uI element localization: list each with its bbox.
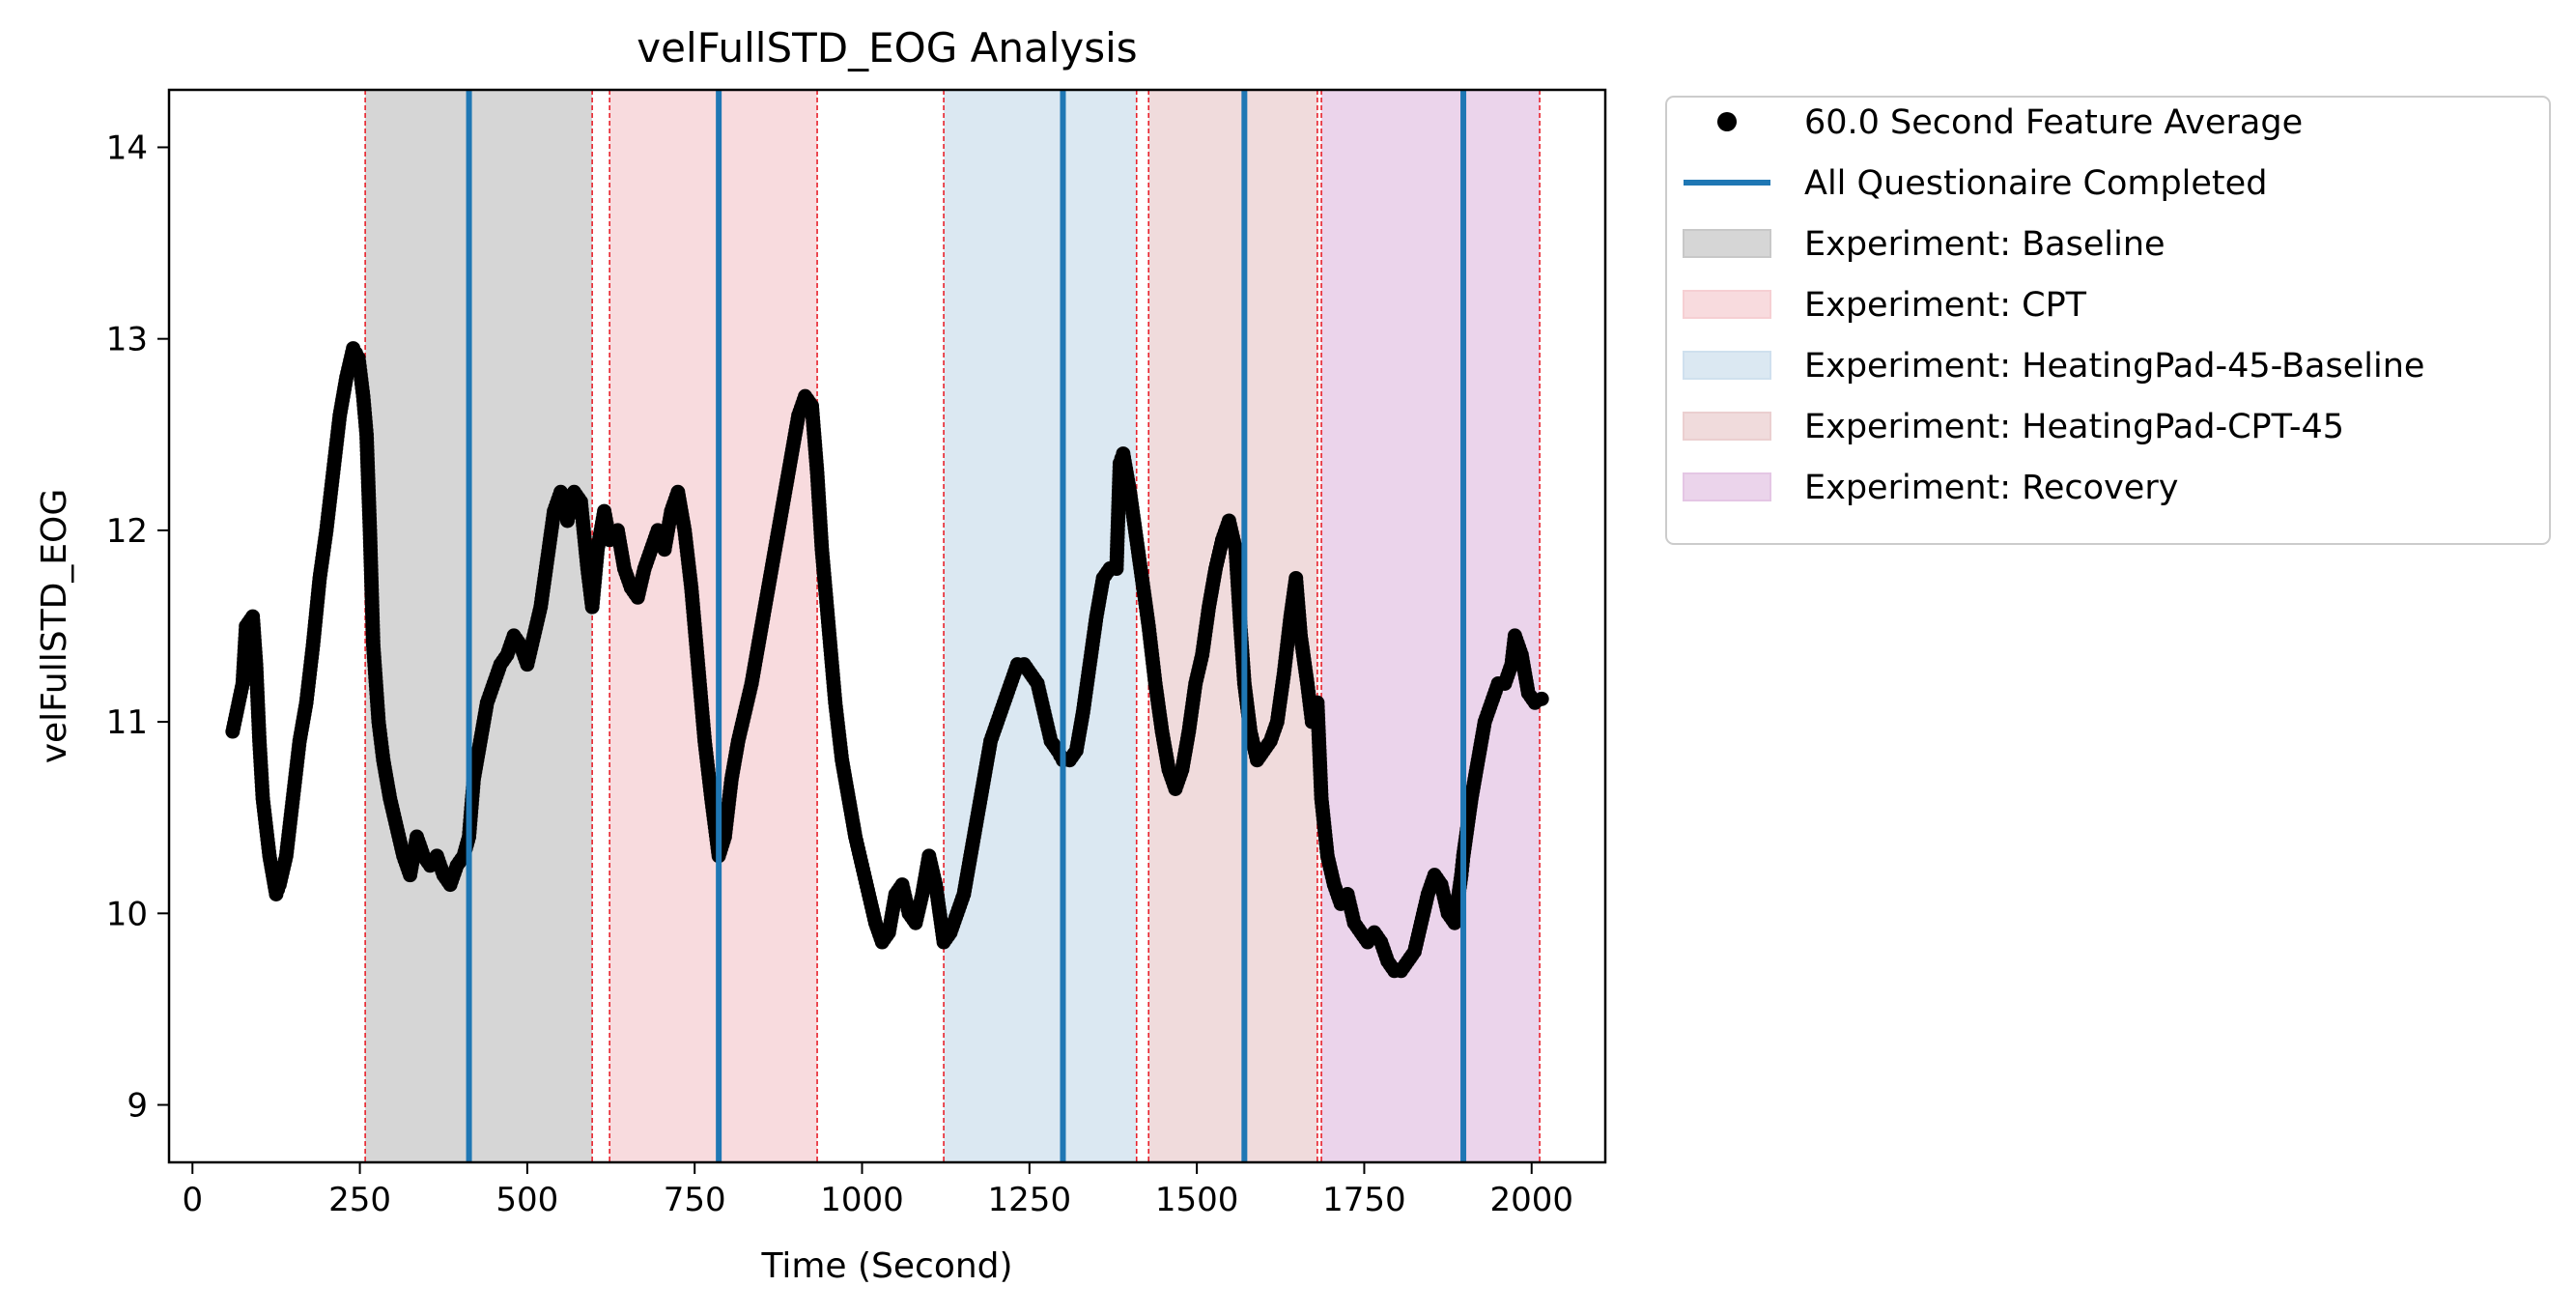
data-point bbox=[1534, 691, 1549, 706]
feature-average-points bbox=[225, 341, 1549, 979]
legend-patch-marker bbox=[1683, 472, 1771, 501]
legend-patch-marker bbox=[1683, 290, 1771, 319]
legend-patch-marker bbox=[1683, 229, 1771, 258]
x-tick-label: 750 bbox=[664, 1181, 726, 1219]
legend: 60.0 Second Feature Average All Questiona… bbox=[1665, 96, 2551, 545]
x-tick-label: 1500 bbox=[1155, 1181, 1239, 1219]
x-tick-label: 1000 bbox=[820, 1181, 904, 1219]
legend-label: Experiment: CPT bbox=[1804, 286, 2087, 325]
legend-patch-marker bbox=[1683, 351, 1771, 380]
y-axis-ticks: 9 10 11 12 13 14 bbox=[106, 129, 169, 1126]
experiment-region bbox=[1321, 90, 1541, 1162]
legend-label: All Questionaire Completed bbox=[1804, 164, 2267, 203]
x-tick-label: 1250 bbox=[988, 1181, 1072, 1219]
y-tick-label: 9 bbox=[127, 1087, 148, 1126]
x-tick-label: 250 bbox=[328, 1181, 391, 1219]
questionnaire-completed-lines bbox=[466, 90, 1467, 1162]
y-tick-label: 12 bbox=[106, 512, 148, 551]
experiment-regions bbox=[365, 90, 1541, 1162]
x-tick-label: 500 bbox=[495, 1181, 558, 1219]
x-axis-ticks: 0 250 500 750 1000 1250 1500 1750 2000 bbox=[182, 1162, 1573, 1219]
legend-label: Experiment: HeatingPad-45-Baseline bbox=[1804, 347, 2424, 386]
legend-box bbox=[1665, 96, 2551, 545]
plot-frame bbox=[167, 88, 1607, 1164]
legend-label: Experiment: HeatingPad-CPT-45 bbox=[1804, 408, 2344, 446]
chart-title: velFullSTD_EOG Analysis bbox=[637, 24, 1137, 71]
y-tick-label: 13 bbox=[106, 321, 148, 359]
experiment-region bbox=[609, 90, 818, 1162]
legend-label: Experiment: Recovery bbox=[1804, 469, 2178, 507]
legend-label: Experiment: Baseline bbox=[1804, 225, 2166, 264]
experiment-region bbox=[944, 90, 1137, 1162]
y-tick-label: 11 bbox=[106, 703, 148, 742]
legend-label: 60.0 Second Feature Average bbox=[1804, 103, 2303, 142]
legend-patch-marker bbox=[1683, 412, 1771, 441]
x-tick-label: 2000 bbox=[1489, 1181, 1573, 1219]
y-axis-label: velFullSTD_EOG bbox=[35, 489, 74, 764]
legend-dot-marker bbox=[1717, 112, 1737, 131]
x-axis-label: Time (Second) bbox=[760, 1246, 1012, 1286]
x-tick-label: 0 bbox=[182, 1181, 203, 1219]
y-tick-label: 10 bbox=[106, 895, 148, 933]
x-tick-label: 1750 bbox=[1322, 1181, 1406, 1219]
experiment-region bbox=[365, 90, 593, 1162]
y-tick-label: 14 bbox=[106, 129, 148, 167]
